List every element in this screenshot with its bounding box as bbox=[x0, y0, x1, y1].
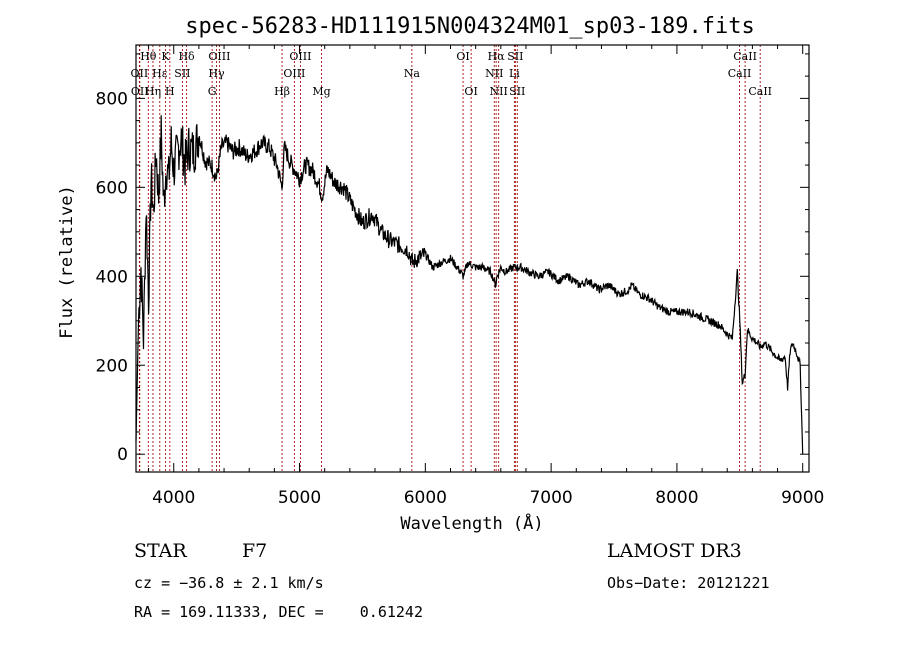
spectral-line-label: NII bbox=[485, 67, 503, 80]
spectral-line-label: Hε bbox=[152, 67, 168, 80]
y-tick-label: 0 bbox=[117, 445, 128, 465]
spectral-line-label: SII bbox=[507, 50, 523, 63]
x-tick-label: 4000 bbox=[152, 488, 195, 508]
plot-frame bbox=[135, 44, 810, 473]
spectral-line-label: OI bbox=[464, 85, 477, 98]
spectral-line-label: G bbox=[208, 85, 217, 98]
x-axis-label: Wavelength (Å) bbox=[400, 512, 543, 534]
y-tick-label: 800 bbox=[96, 89, 128, 109]
spectral-line-label: OII bbox=[131, 67, 149, 80]
spectral-line-label: Li bbox=[509, 67, 520, 80]
spectral-line-label: OIII bbox=[208, 50, 230, 63]
spectral-line-label: OII bbox=[131, 85, 149, 98]
y-tick-label: 200 bbox=[96, 356, 128, 376]
survey-name: LAMOST DR3 bbox=[607, 540, 742, 562]
object-class: STAR bbox=[134, 540, 187, 562]
spectral-line-label: K bbox=[161, 50, 170, 63]
spectral-line-label: Hα bbox=[488, 50, 506, 63]
redshift-velocity: cz = −36.8 ± 2.1 km/s bbox=[134, 574, 324, 592]
x-tick-label: 8000 bbox=[655, 488, 698, 508]
spectral-line-label: Hβ bbox=[274, 85, 290, 98]
spectral-line-label: Hγ bbox=[208, 67, 225, 80]
y-tick-label: 400 bbox=[96, 267, 128, 287]
x-tick-label: 5000 bbox=[278, 488, 321, 508]
spectral-line-label: Na bbox=[404, 67, 421, 80]
spectral-line-label: CaII bbox=[733, 50, 757, 63]
x-tick-label: 6000 bbox=[404, 488, 447, 508]
y-axis-label: Flux (relative) bbox=[57, 185, 77, 339]
spectral-line-label: H bbox=[165, 85, 175, 98]
spectral-line-label: Mg bbox=[312, 85, 330, 98]
spectral-line-label: Hδ bbox=[178, 50, 195, 63]
observation-date: Obs−Date: 20121221 bbox=[607, 574, 770, 592]
object-subclass: F7 bbox=[242, 540, 268, 562]
coordinates: RA = 169.11333, DEC = 0.61242 bbox=[134, 603, 423, 621]
spectral-line-label: SII bbox=[174, 67, 190, 80]
spectral-line-label: SII bbox=[509, 85, 525, 98]
spectral-line-label: OIII bbox=[283, 67, 305, 80]
flux-series-line bbox=[135, 115, 804, 455]
spectral-line-label: NII bbox=[490, 85, 508, 98]
spectral-line-label: OI bbox=[456, 50, 469, 63]
spectral-line-label: CaII bbox=[728, 67, 752, 80]
x-tick-label: 7000 bbox=[529, 488, 572, 508]
spectral-line-label: CaII bbox=[748, 85, 772, 98]
spectral-line-label: Hη bbox=[145, 85, 161, 98]
x-tick-label: 9000 bbox=[781, 488, 824, 508]
x-axis: 4000 5000 6000 7000 8000 9000 bbox=[148, 45, 824, 508]
spectral-line-label: OIII bbox=[289, 50, 311, 63]
y-tick-label: 600 bbox=[96, 178, 128, 198]
spectral-line-label: Hθ bbox=[140, 50, 157, 63]
chart-title: spec-56283-HD111915N004324M01_sp03-189.f… bbox=[185, 14, 755, 39]
y-axis: 0 200 400 600 800 bbox=[96, 53, 809, 465]
